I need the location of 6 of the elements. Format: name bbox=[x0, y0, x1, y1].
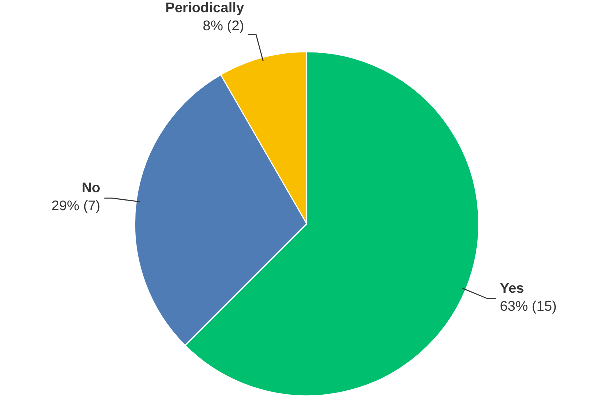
slice-label: No bbox=[82, 179, 101, 196]
slice-label: Yes bbox=[500, 280, 525, 296]
data-label: 29% (7) bbox=[52, 197, 101, 214]
slice-label: Periodically bbox=[166, 0, 244, 16]
data-label: 63% (15) bbox=[500, 298, 557, 314]
data-label: 8% (2) bbox=[203, 18, 244, 34]
